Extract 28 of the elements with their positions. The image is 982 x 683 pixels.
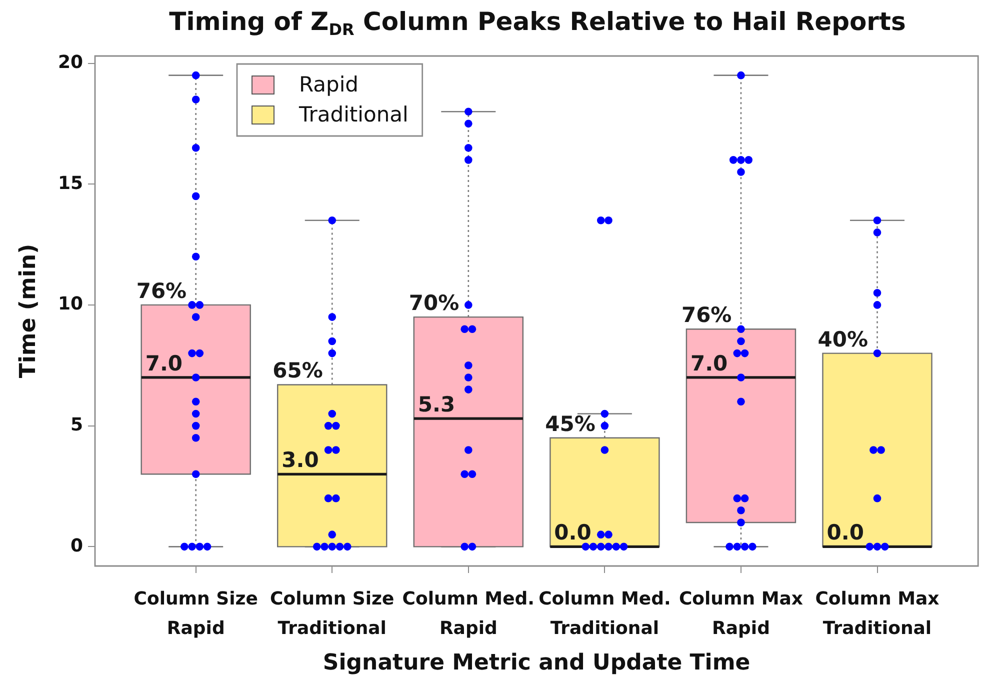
x-tick-label: Column Med. Traditional — [538, 588, 671, 640]
x-tick-label: Column Max Rapid — [678, 588, 804, 640]
annotation: 0.0 — [554, 520, 592, 545]
y-tick-label: 10 — [58, 294, 83, 315]
legend-label: Rapid — [299, 72, 358, 96]
y-tick-label: 20 — [58, 52, 83, 73]
x-tick-label: Column Size Rapid — [134, 588, 258, 640]
y-tick-label: 15 — [58, 172, 83, 194]
annotation: 7.0 — [690, 351, 728, 376]
annotation: 45% — [545, 412, 596, 436]
annotation: 5.3 — [418, 392, 456, 417]
x-tick-label: Column Max Traditional — [815, 588, 940, 640]
y-tick-label: 5 — [70, 414, 83, 436]
annotation: 70% — [408, 290, 460, 315]
annotation: 76% — [681, 303, 732, 328]
x-tick-label: Column Med. Rapid — [402, 588, 535, 640]
annotation: 7.0 — [145, 351, 183, 376]
x-tick-label: Column Size Traditional — [270, 588, 394, 640]
annotation: 40% — [818, 327, 868, 352]
y-tick-label: 0 — [70, 535, 83, 556]
annotation: 76% — [136, 278, 187, 303]
legend-label: Traditional — [298, 102, 408, 126]
annotation: 65% — [272, 358, 323, 383]
chart-title: Timing of Z$_{DR}$ Column Peaks Relative to Hail Reports — [168, 6, 907, 41]
annotation: 0.0 — [826, 520, 864, 545]
y-axis-title: Time (min) — [16, 244, 41, 378]
annotation: 3.0 — [282, 448, 319, 472]
x-axis-title: Signature Metric and Update Time — [322, 650, 750, 676]
